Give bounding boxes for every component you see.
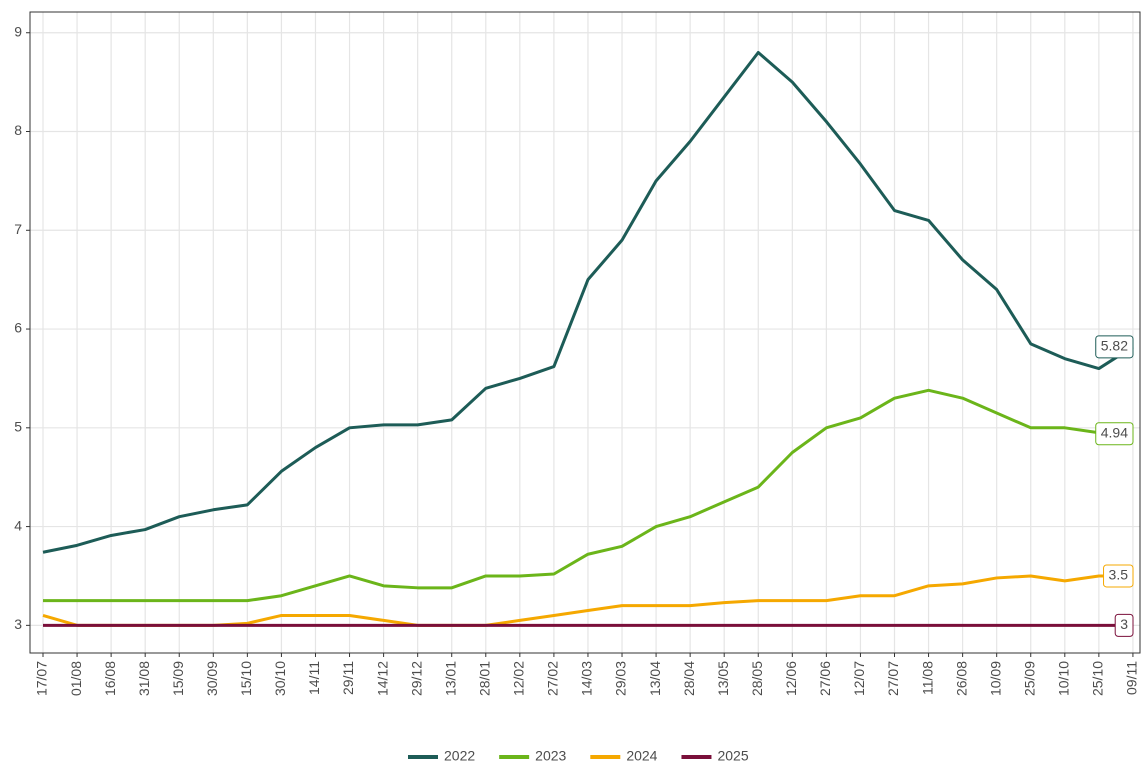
- x-tick-label: 14/12: [374, 661, 390, 696]
- x-tick-label: 09/11: [1124, 661, 1140, 695]
- y-tick-label: 8: [14, 122, 22, 138]
- x-tick-label: 26/08: [953, 661, 969, 696]
- series-line: [42, 50, 1134, 554]
- x-tick-label: 29/11: [340, 661, 356, 695]
- x-tick-label: 11/08: [919, 661, 935, 695]
- end-label-box: [1114, 613, 1134, 637]
- legend-label: 2023: [535, 748, 566, 764]
- x-tick-label: 30/10: [272, 661, 288, 696]
- x-tick-label: 27/06: [817, 661, 833, 696]
- x-tick-label: 15/10: [238, 661, 254, 696]
- plot-area: [42, 50, 1134, 627]
- x-tick-label: 12/02: [511, 661, 527, 696]
- x-tick-label: 28/04: [681, 661, 697, 696]
- x-tick-label: 28/05: [749, 661, 765, 696]
- end-label-box: [1095, 335, 1134, 359]
- end-label: 5.82: [1101, 338, 1128, 354]
- legend-label: 2022: [444, 748, 475, 764]
- x-tick-label: 10/09: [987, 661, 1003, 696]
- x-tick-label: 13/04: [647, 661, 663, 696]
- x-tick-label: 12/07: [851, 661, 867, 696]
- x-tick-label: 13/05: [715, 661, 731, 696]
- x-tick-label: 29/12: [408, 661, 424, 696]
- x-tick-label: 27/02: [545, 661, 561, 696]
- x-tick-label: 01/08: [68, 661, 84, 696]
- y-tick-label: 7: [14, 221, 22, 237]
- legend: 2022 2023 2024 2025: [408, 748, 749, 764]
- y-tick-label: 4: [14, 517, 22, 533]
- series-line: [43, 388, 1133, 603]
- plot-border: [29, 11, 1141, 654]
- x-tick-label: 16/08: [102, 661, 118, 696]
- y-tick-label: 5: [14, 419, 22, 435]
- x-tick-label: 31/08: [136, 661, 152, 696]
- x-tick-label: 12/06: [783, 661, 799, 696]
- end-label-box: [1103, 564, 1134, 588]
- y-tick-label: 3: [14, 616, 22, 632]
- x-tick-label: 29/03: [613, 661, 629, 696]
- x-tick-label: 25/10: [1090, 661, 1106, 696]
- x-tick-label: 17/07: [34, 661, 50, 696]
- x-tick-label: 25/09: [1021, 661, 1037, 696]
- x-tick-label: 27/07: [885, 661, 901, 696]
- grid: [30, 12, 1140, 653]
- x-tick-label: 10/10: [1056, 661, 1072, 696]
- x-tick-label: 14/03: [579, 661, 595, 696]
- end-label: 3: [1120, 616, 1128, 632]
- end-label: 3.5: [1109, 567, 1129, 583]
- x-tick-label: 13/01: [442, 661, 458, 696]
- x-tick-label: 28/01: [476, 661, 492, 696]
- end-label-box: [1095, 422, 1134, 446]
- y-tick-label: 6: [14, 320, 22, 336]
- labels: 3 4 5 6 7 8 9 17/07 01/08 16/08 31/08 15/09 30/09 15/…: [14, 23, 1139, 696]
- legend-label: 2024: [626, 748, 657, 764]
- end-label: 4.94: [1101, 424, 1128, 440]
- x-tick-label: 15/09: [170, 661, 186, 696]
- y-tick-label: 9: [14, 23, 22, 39]
- legend-label: 2025: [717, 748, 748, 764]
- x-tick-label: 14/11: [306, 661, 322, 695]
- x-tick-label: 30/09: [204, 661, 220, 696]
